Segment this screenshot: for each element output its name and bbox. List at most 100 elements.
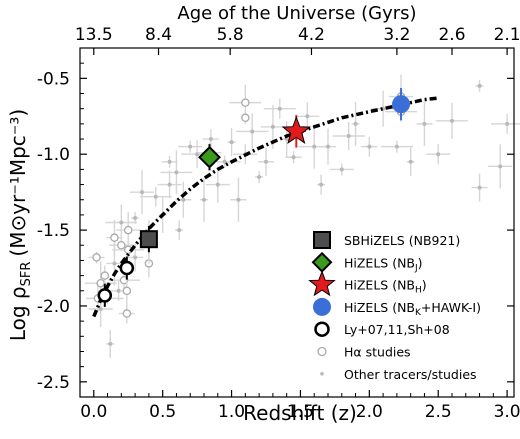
data-point bbox=[281, 116, 311, 144]
top-tick-label: 5.8 bbox=[217, 25, 244, 45]
legend-marker bbox=[317, 346, 327, 357]
x-axis-title: Redshift (z) bbox=[243, 401, 357, 425]
legend-label: Other tracers/studies bbox=[344, 367, 477, 382]
data-point bbox=[97, 288, 113, 303]
x-tick-label: 2.5 bbox=[425, 402, 452, 422]
halpha-study-point bbox=[122, 286, 132, 296]
other-tracer-point bbox=[153, 194, 158, 199]
main-markers-layer bbox=[97, 88, 411, 307]
legend-label: Ly+07,11,Sh+08 bbox=[344, 322, 450, 337]
other-tracer-point bbox=[498, 164, 503, 169]
other-tracer-point bbox=[394, 144, 399, 149]
halpha-study-point bbox=[117, 241, 126, 250]
other-tracer-point bbox=[270, 124, 275, 129]
other-tracer-point bbox=[277, 106, 282, 111]
other-tracer-point bbox=[422, 121, 427, 126]
halpha-study-point bbox=[241, 98, 250, 107]
x-tick-label: 3.0 bbox=[494, 402, 520, 422]
y-axis-title: Log ρSFR (M⊙yr⁻¹Mpc⁻³) bbox=[6, 109, 34, 341]
legend-label: SBHiZELS (NB921) bbox=[344, 233, 460, 248]
top-tick-label: 13.5 bbox=[75, 25, 113, 45]
other-tracer-point bbox=[436, 152, 441, 157]
x-tick-label: 0.5 bbox=[149, 402, 176, 422]
other-tracer-point bbox=[505, 121, 510, 126]
other-tracer-point bbox=[181, 197, 186, 202]
halpha-study-point bbox=[96, 278, 105, 288]
halpha-study-point bbox=[100, 271, 110, 280]
halpha-study-point bbox=[92, 253, 101, 262]
other-tracer-point bbox=[346, 134, 351, 139]
other-tracer-point bbox=[450, 118, 454, 123]
other-tracer-point bbox=[222, 159, 227, 164]
legend-marker bbox=[314, 321, 330, 337]
top-tick-label: 8.4 bbox=[145, 25, 172, 45]
other-tracer-point bbox=[264, 159, 268, 164]
data-point bbox=[392, 95, 411, 114]
plot-frame bbox=[79, 47, 515, 398]
legend-marker bbox=[320, 372, 324, 376]
halpha-study-point bbox=[122, 309, 132, 318]
legend-marker bbox=[308, 270, 336, 297]
legend-label: Hα studies bbox=[344, 345, 411, 360]
other-tracer-point bbox=[257, 174, 262, 179]
legend-label: HiZELS (NBH) bbox=[344, 278, 427, 296]
top-tick-label: 2.6 bbox=[438, 25, 465, 45]
halpha-study-point bbox=[110, 233, 119, 242]
fit-curve bbox=[92, 96, 439, 318]
y-axis-title-units: (M⊙yr⁻¹Mpc⁻³) bbox=[6, 109, 30, 257]
fit-curve-layer bbox=[92, 96, 439, 318]
halpha-study-point bbox=[241, 113, 250, 123]
data-point bbox=[139, 230, 158, 249]
other-tracer-point bbox=[188, 144, 193, 149]
top-tick-label: 2.1 bbox=[494, 25, 520, 45]
other-tracer-point bbox=[236, 197, 241, 202]
other-tracer-point bbox=[477, 83, 482, 88]
y-axis-title-main: Log ρ bbox=[6, 286, 30, 341]
other-tracer-point bbox=[133, 255, 138, 260]
top-tick-label: 4.2 bbox=[298, 25, 325, 45]
other-tracer-point bbox=[229, 140, 234, 145]
other-tracer-point bbox=[98, 306, 103, 311]
data-point bbox=[198, 145, 221, 169]
legend-label: HiZELS (NBK+HAWK-I) bbox=[344, 300, 481, 318]
other-tracer-point bbox=[291, 155, 296, 160]
legend-marker bbox=[313, 231, 331, 249]
other-tracer-point bbox=[208, 137, 213, 142]
other-tracer-point bbox=[215, 182, 220, 187]
other-tracer-point bbox=[339, 167, 344, 172]
other-tracer-point bbox=[367, 144, 372, 149]
y-tick-label: -2.0 bbox=[37, 297, 70, 317]
x-tick-label: 0.0 bbox=[80, 402, 107, 422]
other-tracer-point bbox=[112, 261, 117, 266]
other-tracer-point bbox=[140, 190, 144, 195]
ticks-layer: 0.0 0.5 1.0 1.5 2.0 2.5 3.0 -2.5 -2.0 -1.5 -1.0 -0.… bbox=[37, 25, 520, 422]
other-tracer-point bbox=[408, 159, 413, 164]
other-tracer-point bbox=[167, 182, 172, 187]
top-tick-label: 3.2 bbox=[383, 25, 410, 45]
other-tracer-point bbox=[202, 197, 206, 202]
other-tracer-point bbox=[167, 159, 172, 164]
x-tick-label: 1.5 bbox=[287, 402, 314, 422]
legend-marker bbox=[313, 297, 331, 316]
other-tracer-point bbox=[108, 341, 113, 346]
other-tracer-point bbox=[119, 220, 124, 225]
y-axis-title-subscript: SFR bbox=[19, 262, 34, 287]
other-tracer-point bbox=[250, 129, 255, 134]
halpha-study-point bbox=[123, 225, 133, 235]
y-tick-label: -1.0 bbox=[37, 145, 70, 165]
other-tracer-point bbox=[177, 228, 182, 233]
other-tracer-point bbox=[133, 215, 138, 220]
other-tracer-point bbox=[319, 182, 324, 187]
other-tracer-point bbox=[326, 144, 330, 149]
top-axis-title: Age of the Universe (Gyrs) bbox=[177, 3, 416, 24]
y-tick-label: -2.5 bbox=[37, 373, 70, 393]
legend-label: HiZELS (NBJ) bbox=[344, 255, 423, 273]
other-tracer-point bbox=[477, 185, 482, 190]
other-tracer-point bbox=[312, 144, 317, 149]
other-tracer-point bbox=[353, 121, 358, 126]
legend: SBHiZELS (NB921) HiZELS (NBJ) HiZELS (NBH)… bbox=[308, 231, 481, 382]
other-tracer-point bbox=[305, 114, 310, 119]
other-tracers-layer bbox=[88, 79, 520, 358]
